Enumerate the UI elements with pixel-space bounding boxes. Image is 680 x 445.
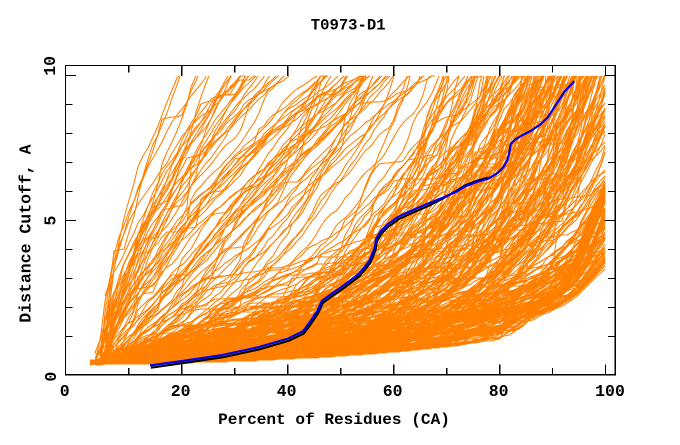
svg-text:0: 0 xyxy=(42,372,61,382)
svg-text:Percent of Residues (CA): Percent of Residues (CA) xyxy=(218,411,450,429)
svg-text:80: 80 xyxy=(489,382,509,401)
svg-text:40: 40 xyxy=(277,382,297,401)
svg-text:20: 20 xyxy=(171,382,191,401)
svg-text:Distance Cutoff, A: Distance Cutoff, A xyxy=(17,144,36,322)
svg-text:0: 0 xyxy=(60,382,70,401)
svg-text:5: 5 xyxy=(41,215,60,225)
svg-text:100: 100 xyxy=(595,382,625,401)
svg-text:60: 60 xyxy=(383,382,403,401)
svg-text:10: 10 xyxy=(41,56,60,76)
svg-text:T0973-D1: T0973-D1 xyxy=(311,17,386,35)
